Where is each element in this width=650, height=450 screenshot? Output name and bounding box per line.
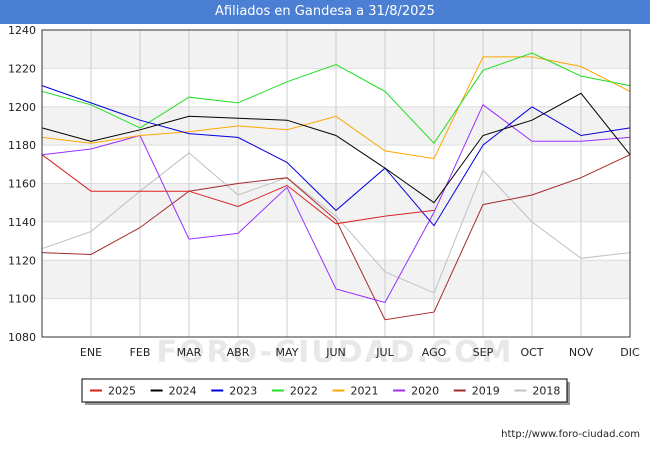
x-tick-label: JUN — [325, 346, 346, 359]
y-tick-label: 1200 — [8, 101, 36, 114]
legend-box — [81, 378, 568, 403]
series-line-2021 — [41, 56, 631, 160]
footer-url: http://www.foro-ciudad.com — [501, 429, 640, 440]
series-line-2022 — [41, 52, 631, 144]
legend-label-2020: 2020 — [411, 385, 439, 398]
x-tick-label: MAY — [276, 346, 299, 359]
x-tick-label: NOV — [569, 346, 594, 359]
y-tick-label: 1140 — [8, 216, 36, 229]
legend-label-2023: 2023 — [229, 385, 257, 398]
x-tick-label: AGO — [422, 346, 447, 359]
y-tick-label: 1240 — [8, 24, 36, 37]
legend-label-2019: 2019 — [472, 385, 500, 398]
x-tick-label: MAR — [177, 346, 202, 359]
x-tick-label: ENE — [80, 346, 102, 359]
watermark: FORO-CIUDAD.COM — [157, 335, 514, 370]
y-tick-label: 1220 — [8, 62, 36, 75]
x-tick-label: OCT — [520, 346, 543, 359]
x-tick-label: SEP — [473, 346, 494, 359]
y-tick-label: 1160 — [8, 178, 36, 191]
y-tick-label: 1180 — [8, 139, 36, 152]
series-line-2024 — [41, 92, 631, 204]
series-line-2023 — [41, 85, 631, 227]
y-tick-label: 1120 — [8, 254, 36, 267]
x-tick-label: ABR — [227, 346, 250, 359]
series-line-2019 — [41, 154, 631, 321]
legend-label-2024: 2024 — [169, 385, 197, 398]
legend-label-2022: 2022 — [290, 385, 318, 398]
legend-label-2021: 2021 — [351, 385, 379, 398]
chart-title: Afiliados en Gandesa a 31/8/2025 — [0, 0, 650, 24]
y-tick-label: 1080 — [8, 331, 36, 344]
legend-label-2018: 2018 — [532, 385, 560, 398]
x-tick-label: JUL — [375, 346, 394, 359]
plot-frame — [41, 29, 631, 338]
y-tick-label: 1100 — [8, 293, 36, 306]
series-line-2025 — [41, 154, 435, 225]
legend-label-2025: 2025 — [108, 385, 136, 398]
x-tick-label: FEB — [130, 346, 151, 359]
x-tick-label: DIC — [620, 346, 640, 359]
